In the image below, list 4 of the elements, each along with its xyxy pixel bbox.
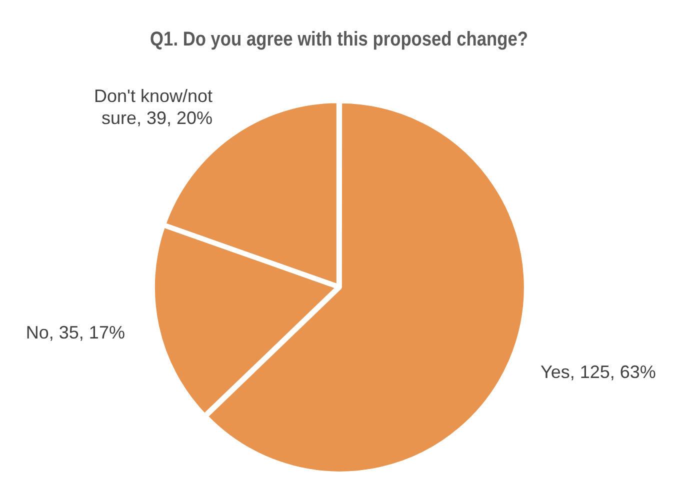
slice-label: No, 35, 17%: [26, 322, 125, 342]
slice-label: Don't know/not sure, 39, 20%: [94, 86, 213, 128]
chart-title: Q1. Do you agree with this proposed change?: [150, 27, 528, 50]
slice-label: Yes, 125, 63%: [540, 362, 656, 382]
